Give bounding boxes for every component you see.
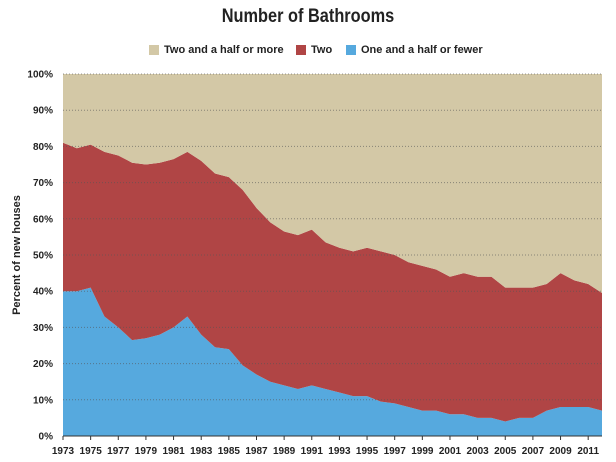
x-tick-label: 2007 <box>522 446 545 457</box>
x-tick-label: 1999 <box>411 446 434 457</box>
x-tick-label: 2011 <box>577 446 599 457</box>
x-tick-label: 1979 <box>135 446 158 457</box>
y-axis-ticks: 0% 10% 20% 30% 40% 50% 60% 70% 80% 90% 100% <box>27 70 53 443</box>
legend-item-two-and-a-half-or-more: Two and a half or more <box>149 42 284 58</box>
y-tick-label: 60% <box>33 214 53 225</box>
x-tick-label: 1975 <box>80 446 103 457</box>
y-tick-label: 90% <box>33 106 53 117</box>
y-tick-label: 10% <box>33 395 53 406</box>
legend-label-one-and-a-half-or-fewer: One and a half or fewer <box>361 44 483 56</box>
x-tick-label: 2003 <box>466 446 489 457</box>
y-tick-label: 70% <box>33 178 53 189</box>
x-axis-ticks: 1973 1975 1977 1979 1981 1983 1985 1987 1989 1991… <box>52 436 599 457</box>
x-tick-label: 2005 <box>494 446 517 457</box>
legend-item-two: Two <box>296 42 332 58</box>
area-layers <box>63 74 602 436</box>
area-two <box>63 142 602 422</box>
chart-title: Number of Bathrooms <box>221 6 395 27</box>
y-tick-label: 0% <box>39 432 54 443</box>
x-tick-label: 2001 <box>439 446 462 457</box>
legend: Two and a half or more Two One and a hal… <box>0 42 616 58</box>
x-tick-label: 1991 <box>301 446 324 457</box>
area-one-and-a-half-or-fewer <box>63 287 602 436</box>
legend-swatch-two-and-a-half-or-more <box>149 45 159 55</box>
x-tick-label: 1973 <box>52 446 75 457</box>
legend-swatch-one-and-a-half-or-fewer <box>346 45 356 55</box>
legend-label-two-and-a-half-or-more: Two and a half or more <box>164 44 284 56</box>
y-tick-label: 40% <box>33 287 53 298</box>
x-tick-label: 1995 <box>356 446 379 457</box>
legend-item-one-and-a-half-or-fewer: One and a half or fewer <box>346 42 483 58</box>
legend-label-two: Two <box>311 44 333 56</box>
y-tick-label: 80% <box>33 142 53 153</box>
x-tick-label: 1977 <box>107 446 130 457</box>
x-tick-label: 1985 <box>218 446 241 457</box>
y-tick-label: 30% <box>33 323 53 334</box>
x-tick-label: 1989 <box>273 446 296 457</box>
y-tick-label: 50% <box>33 251 53 262</box>
x-tick-label: 2009 <box>549 446 572 457</box>
x-tick-label: 1987 <box>245 446 268 457</box>
area-two-and-a-half-or-more <box>63 74 602 294</box>
y-tick-label: 20% <box>33 359 53 370</box>
y-axis-title: Percent of new houses <box>11 195 23 315</box>
legend-swatch-two <box>296 45 306 55</box>
x-tick-label: 1993 <box>328 446 351 457</box>
x-tick-label: 1981 <box>162 446 185 457</box>
x-tick-label: 1983 <box>190 446 213 457</box>
y-tick-label: 100% <box>27 70 53 81</box>
x-tick-label: 1997 <box>384 446 407 457</box>
